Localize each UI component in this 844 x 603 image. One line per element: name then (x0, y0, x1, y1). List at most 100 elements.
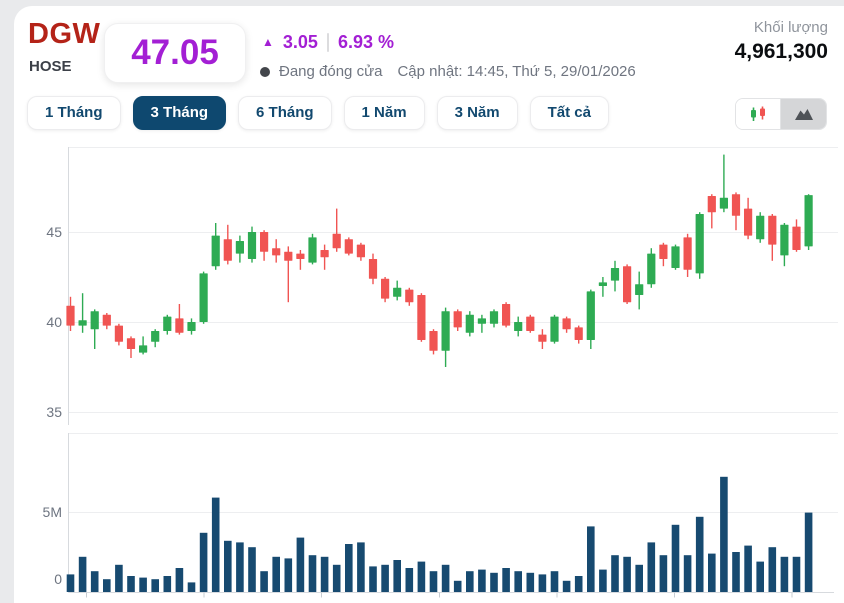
candle-up[interactable] (719, 197, 728, 209)
volume-bar[interactable] (550, 571, 559, 592)
candle-down[interactable] (66, 305, 75, 326)
candle-down[interactable] (792, 226, 801, 250)
range-tab-1y[interactable]: 1 Năm (343, 96, 425, 130)
candle-down[interactable] (381, 278, 390, 299)
candle-up[interactable] (647, 253, 656, 285)
volume-bar[interactable] (163, 576, 172, 592)
candle-down[interactable] (562, 318, 571, 330)
volume-bar[interactable] (599, 569, 607, 592)
candle-down[interactable] (683, 237, 692, 270)
volume-bar[interactable] (538, 574, 547, 592)
volume-bar[interactable] (453, 580, 462, 592)
range-tab-1m[interactable]: 1 Tháng (27, 96, 121, 130)
volume-bar[interactable] (720, 476, 728, 592)
candle-down[interactable] (368, 259, 378, 279)
candle-up[interactable] (90, 311, 99, 330)
candle-up[interactable] (780, 224, 789, 256)
candle-up[interactable] (477, 318, 486, 324)
candle-up[interactable] (489, 311, 499, 324)
volume-bar[interactable] (345, 544, 353, 592)
volume-bar[interactable] (272, 556, 280, 592)
volume-bar[interactable] (393, 560, 401, 592)
volume-bar[interactable] (659, 555, 668, 592)
volume-bar[interactable] (139, 577, 147, 592)
candle-down[interactable] (574, 327, 583, 340)
candle-down[interactable] (707, 196, 716, 213)
volume-bar[interactable] (478, 569, 486, 592)
volume-bar[interactable] (587, 526, 595, 592)
volume-bar[interactable] (768, 547, 777, 592)
volume-bar[interactable] (526, 572, 535, 592)
candle-up[interactable] (550, 316, 559, 342)
volume-bar[interactable] (635, 564, 643, 592)
range-tab-3m[interactable]: 3 Tháng (132, 96, 227, 130)
candle-up[interactable] (211, 235, 220, 267)
volume-bar[interactable] (357, 542, 365, 592)
volume-bar[interactable] (284, 558, 293, 592)
volume-bar[interactable] (611, 555, 619, 592)
candle-up[interactable] (139, 345, 148, 353)
candle-up[interactable] (441, 311, 450, 351)
candle-down[interactable] (405, 289, 414, 303)
volume-bar[interactable] (369, 566, 377, 592)
candle-up[interactable] (247, 232, 257, 259)
volume-bar[interactable] (502, 568, 510, 592)
volume-bar[interactable] (199, 532, 208, 592)
volume-bar[interactable] (151, 579, 159, 592)
candle-up[interactable] (465, 314, 474, 333)
candle-down[interactable] (296, 253, 305, 259)
volume-bar[interactable] (320, 556, 329, 592)
volume-bar[interactable] (260, 571, 268, 592)
candle-up[interactable] (514, 322, 523, 331)
volume-bar[interactable] (175, 568, 184, 592)
candle-up[interactable] (235, 241, 244, 254)
range-tab-6m[interactable]: 6 Tháng (238, 96, 332, 130)
volume-bar[interactable] (671, 524, 680, 592)
candle-down[interactable] (102, 314, 111, 326)
candle-up[interactable] (78, 320, 87, 326)
volume-bar[interactable] (224, 540, 232, 592)
candle-down[interactable] (659, 244, 668, 259)
volume-bar[interactable] (514, 571, 522, 592)
candle-down[interactable] (284, 251, 293, 261)
candle-up[interactable] (586, 291, 595, 340)
volume-bar[interactable] (187, 582, 196, 592)
candle-up[interactable] (151, 331, 160, 342)
candle-down[interactable] (538, 334, 547, 342)
candle-down[interactable] (114, 325, 123, 342)
candle-down[interactable] (453, 311, 462, 328)
candle-up[interactable] (610, 268, 620, 281)
candle-down[interactable] (223, 239, 232, 261)
candle-up[interactable] (598, 282, 607, 286)
volume-bar[interactable] (90, 571, 99, 592)
candle-down[interactable] (429, 331, 438, 351)
candle-down[interactable] (417, 295, 426, 340)
candle-up[interactable] (308, 237, 317, 263)
volume-bar[interactable] (405, 568, 414, 592)
candle-down[interactable] (320, 250, 329, 258)
volume-bar[interactable] (732, 552, 740, 592)
volume-bar[interactable] (490, 572, 498, 592)
volume-bar[interactable] (211, 497, 220, 592)
volume-bar[interactable] (248, 547, 256, 592)
candle-down[interactable] (744, 208, 753, 236)
range-tab-all[interactable]: Tất cả (529, 96, 609, 130)
candle-up[interactable] (671, 246, 680, 268)
candle-down[interactable] (768, 215, 777, 245)
volume-bar[interactable] (562, 580, 571, 592)
candle-up[interactable] (163, 316, 172, 331)
volume-bar[interactable] (417, 561, 426, 592)
candle-down[interactable] (126, 338, 136, 349)
volume-bar[interactable] (780, 556, 789, 592)
candle-down[interactable] (502, 304, 511, 326)
volume-bar[interactable] (103, 579, 111, 592)
candle-up[interactable] (187, 322, 196, 331)
volume-bar[interactable] (332, 564, 341, 592)
volume-bar[interactable] (574, 576, 583, 592)
volume-bar[interactable] (683, 555, 692, 592)
candle-down[interactable] (731, 194, 741, 216)
volume-bar[interactable] (792, 556, 801, 592)
volume-bar[interactable] (708, 553, 716, 592)
volume-bar[interactable] (78, 556, 87, 592)
candle-up[interactable] (695, 214, 704, 274)
